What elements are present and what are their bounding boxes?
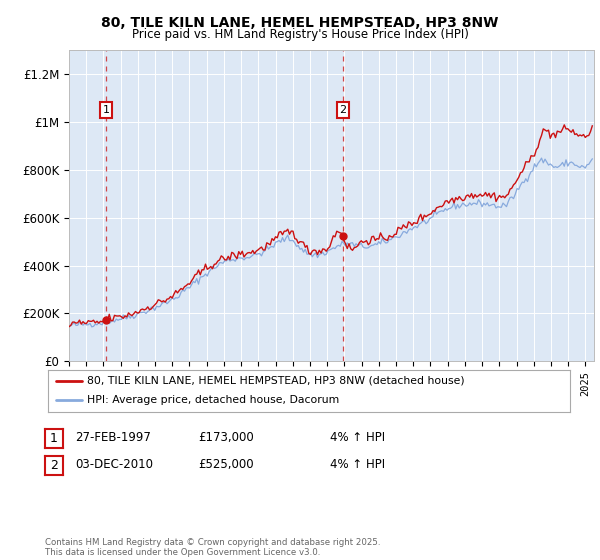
Text: 2: 2 [50,459,58,472]
Text: 80, TILE KILN LANE, HEMEL HEMPSTEAD, HP3 8NW: 80, TILE KILN LANE, HEMEL HEMPSTEAD, HP3… [101,16,499,30]
Text: £173,000: £173,000 [198,431,254,445]
Text: 1: 1 [103,105,110,115]
Text: 4% ↑ HPI: 4% ↑ HPI [330,431,385,445]
Text: 1: 1 [50,432,58,445]
Text: 4% ↑ HPI: 4% ↑ HPI [330,458,385,472]
Text: 2: 2 [340,105,347,115]
Text: £525,000: £525,000 [198,458,254,472]
Text: HPI: Average price, detached house, Dacorum: HPI: Average price, detached house, Daco… [87,395,340,405]
Text: Contains HM Land Registry data © Crown copyright and database right 2025.
This d: Contains HM Land Registry data © Crown c… [45,538,380,557]
Text: Price paid vs. HM Land Registry's House Price Index (HPI): Price paid vs. HM Land Registry's House … [131,28,469,41]
Text: 03-DEC-2010: 03-DEC-2010 [75,458,153,472]
Text: 80, TILE KILN LANE, HEMEL HEMPSTEAD, HP3 8NW (detached house): 80, TILE KILN LANE, HEMEL HEMPSTEAD, HP3… [87,376,465,386]
Text: 27-FEB-1997: 27-FEB-1997 [75,431,151,445]
